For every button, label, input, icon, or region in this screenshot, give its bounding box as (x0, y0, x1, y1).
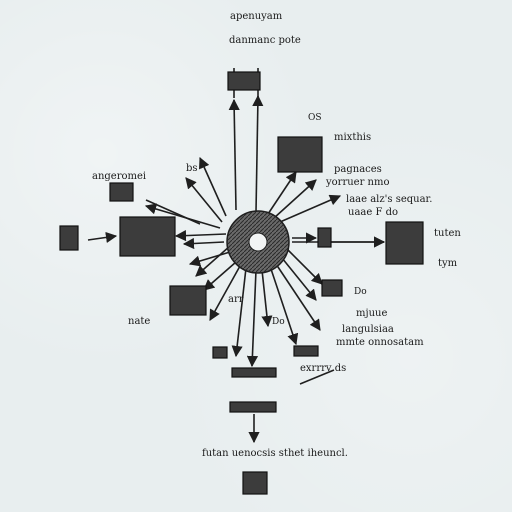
node-top (227, 71, 261, 91)
label-left-mid: bs (186, 163, 198, 174)
connector-bottomleft-box (203, 261, 237, 291)
connector-topright-b (279, 194, 342, 223)
connector-bottom-small (231, 267, 247, 358)
label-top-sub: danmanc pote (229, 35, 301, 46)
label-right-upper-c: laae alz's sequar. (346, 194, 432, 205)
connector-bottomright-b (275, 263, 321, 331)
connector-left-dash (145, 199, 201, 225)
connector-topright-box (267, 171, 297, 215)
label-top-right-b: mixthis (334, 132, 371, 143)
node-left-small (109, 182, 134, 202)
connector-topleft-a (199, 156, 227, 217)
connector-left-main (174, 230, 227, 242)
connector-bottom-bar (246, 269, 259, 368)
label-left-top: angeromei (92, 171, 146, 182)
node-far-left (59, 225, 79, 251)
label-right-box-a: tuten (434, 228, 461, 239)
labels: apenuyam danmanc pote OS mixthis pagnace… (92, 11, 461, 459)
connector-bottomright-box (287, 249, 323, 285)
connector-caption (299, 369, 335, 385)
label-footer: futan uenocsis sthet iheuncl. (202, 448, 348, 459)
node-bottom-small (212, 346, 228, 359)
label-right-bottom-c: langulsiaa (342, 324, 394, 335)
connector-lines (87, 68, 386, 444)
connector-left-small (182, 237, 225, 250)
label-right-bottom-d: mmte onnosatam (336, 337, 424, 348)
connector-left-low2 (195, 245, 231, 277)
connector-bottomright-c (269, 265, 299, 346)
node-right-box (385, 221, 424, 265)
connector-top-b (252, 94, 264, 213)
node-bottom-left (169, 285, 207, 316)
connector-top-a (228, 98, 240, 211)
label-right-upper-a: pagnaces (334, 164, 382, 175)
connector-topright-a (273, 179, 317, 219)
node-bottom-right (321, 279, 343, 297)
node-top-right (277, 136, 323, 173)
label-right-upper-b: yorruer nmo (325, 177, 390, 188)
label-caption-bar: exrrrv ds (300, 363, 346, 374)
label-right-bottom-b: mjuue (356, 308, 387, 319)
node-left-main (119, 216, 176, 257)
node-right-small (317, 227, 332, 248)
hub-core (248, 232, 268, 252)
connector-bottomright-a (281, 257, 317, 301)
node-bar-2 (229, 401, 277, 413)
label-center-low: Do (272, 317, 285, 327)
connector-left-low (188, 251, 231, 267)
connector-topleft-b (185, 177, 223, 223)
label-top-right-a: OS (308, 113, 322, 123)
node-boxes (59, 71, 424, 495)
label-center-bottom: arr (228, 294, 244, 305)
node-bottom-right-small (293, 345, 319, 357)
label-right-upper-d: uaae F do (348, 207, 398, 218)
central-hub (226, 210, 290, 274)
connector-bottom-b (261, 269, 273, 328)
label-left-bottom-a: nate (128, 316, 150, 327)
connector-far-left (87, 231, 118, 243)
node-footer (242, 471, 268, 495)
label-top-title: apenuyam (230, 11, 283, 22)
node-bar-1 (231, 367, 277, 378)
connector-bottomleft-a (209, 265, 241, 321)
label-right-box-b: tym (438, 258, 458, 269)
label-right-bottom-a: Do (354, 287, 367, 297)
